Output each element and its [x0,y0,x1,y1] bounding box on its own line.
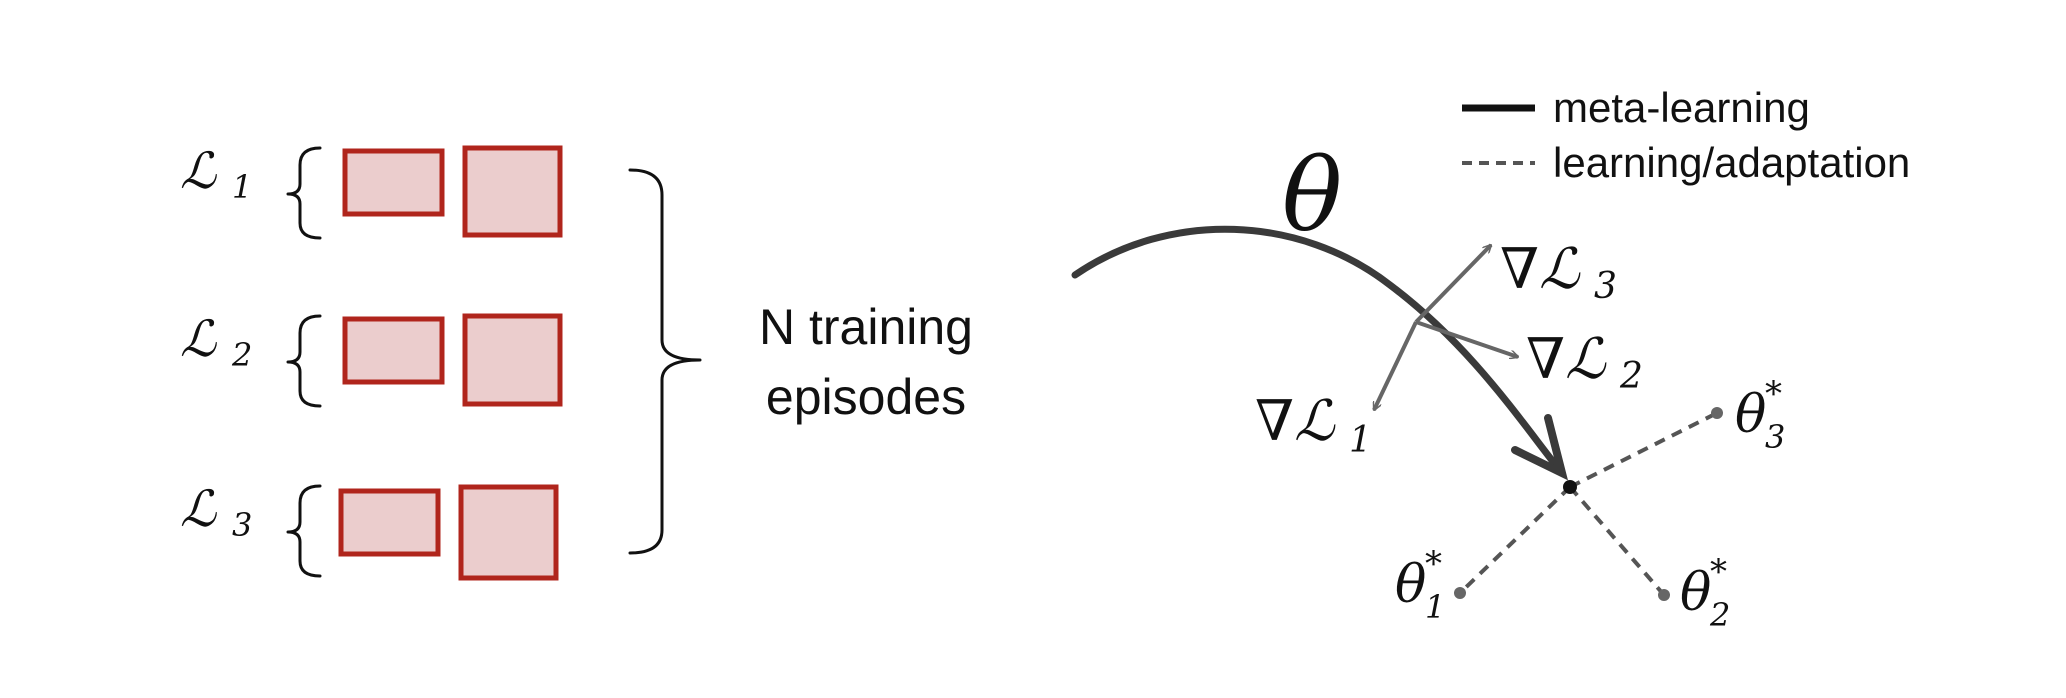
task-group-3: ℒ 3 [180,480,559,581]
optimum-3-point [1711,407,1723,419]
task-3-brace [286,484,322,578]
gradient-2-subscript: 2 [1619,356,1643,397]
task-2-brace [286,314,322,408]
task-2-loss-subscript: 2 [231,336,252,374]
task-1-brace [286,146,322,240]
legend-meta-learning-label: meta-learning [1553,84,1810,131]
episodes-label-line2: episodes [766,369,966,425]
task-3-loss-subscript: 3 [232,506,252,544]
meta-learning-arrowhead [1511,414,1569,481]
gradient-1-subscript: 1 [1349,420,1372,461]
task-2-support-box [342,316,445,385]
optimum-2-label: θ [1680,563,1711,623]
meta-parameter-point [1563,480,1577,494]
task-3-loss-symbol: ℒ [180,480,217,538]
task-group-1: ℒ 1 [180,142,563,240]
task-3-query-box [458,484,559,581]
episodes-brace [628,168,702,555]
task-2-query-box [462,313,563,407]
optimum-3-label: θ [1735,385,1766,445]
adaptation-line-3 [1569,411,1718,489]
optimum-3-superscript: * [1765,374,1782,414]
meta-learning-path [1071,225,1562,472]
gradient-3-label: ∇ℒ [1500,237,1581,302]
optimum-2-superscript: * [1710,552,1727,592]
optimum-1-point [1454,587,1466,599]
gradient-2-arrow [1415,320,1518,357]
optimum-2-subscript: 2 [1709,596,1730,634]
task-1-loss-symbol: ℒ [180,142,217,200]
optimum-1-label: θ [1395,555,1426,615]
optimum-1-subscript: 1 [1425,588,1445,626]
gradient-3-arrow [1414,245,1491,324]
optimum-3-subscript: 3 [1765,418,1785,456]
task-2-loss-symbol: ℒ [180,310,217,368]
task-group-2: ℒ 2 [180,310,563,408]
gradient-1-arrow [1372,321,1418,410]
adaptation-line-1 [1458,485,1572,595]
legend: meta-learning learning/adaptation [1462,84,1910,186]
legend-adaptation-label: learning/adaptation [1553,139,1910,186]
optimum-2-point [1658,589,1670,601]
adaptation-line-2 [1568,485,1666,597]
theta-label: θ [1282,137,1342,254]
task-1-support-box [342,148,445,217]
gradient-2-label: ∇ℒ [1526,327,1607,392]
task-1-loss-subscript: 1 [232,168,252,206]
episodes-label-line1: N training [759,299,973,355]
task-3-support-box [338,488,441,557]
gradient-1-label: ∇ℒ [1255,389,1336,454]
gradient-3-subscript: 3 [1594,266,1617,307]
optimum-1-superscript: * [1425,544,1442,584]
task-1-query-box [462,145,563,238]
